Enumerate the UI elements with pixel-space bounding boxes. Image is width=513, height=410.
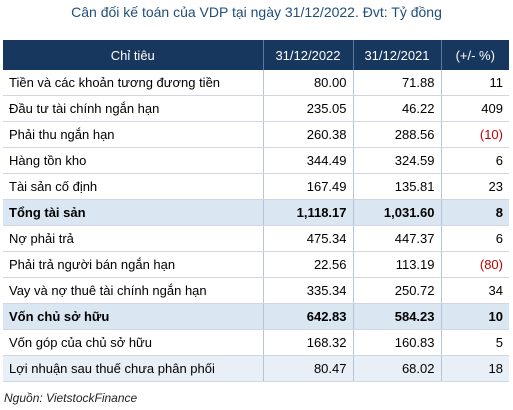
value-2021: 46.22 <box>353 95 442 122</box>
change-percent: 6 <box>441 147 509 174</box>
change-percent: 409 <box>441 95 509 122</box>
row-label: Lợi nhuận sau thuế chưa phân phối <box>3 355 264 382</box>
value-2021: 447.37 <box>353 225 442 252</box>
balance-sheet-table: Chỉ tiêu 31/12/2022 31/12/2021 (+/- %) T… <box>3 40 509 382</box>
table-row: Tiền và các khoản tương đương tiền 80.00… <box>3 70 509 96</box>
change-percent: (10) <box>441 121 509 148</box>
table-row: Nợ phải trả 475.34 447.37 6 <box>3 225 509 252</box>
change-percent: 10 <box>441 303 509 330</box>
value-2021: 160.83 <box>353 329 442 356</box>
table-row: Lợi nhuận sau thuế chưa phân phối 80.47 … <box>3 355 509 382</box>
source-note: Nguồn: VietstockFinance <box>4 391 138 405</box>
value-2022: 80.00 <box>263 70 354 96</box>
change-percent: 34 <box>441 277 509 304</box>
row-label: Tài sản cố định <box>3 173 264 200</box>
value-2022: 475.34 <box>263 225 354 252</box>
total-row: Tổng tài sản 1,118.17 1,031.60 8 <box>3 199 509 226</box>
change-percent: 5 <box>441 329 509 356</box>
row-label: Đầu tư tài chính ngắn hạn <box>3 95 264 122</box>
header-2021: 31/12/2021 <box>353 40 442 70</box>
value-2022: 260.38 <box>263 121 354 148</box>
value-2021: 113.19 <box>353 251 442 278</box>
row-label: Tổng tài sản <box>3 199 264 226</box>
table-title: Cân đối kế toán của VDP tại ngày 31/12/2… <box>71 4 442 20</box>
row-label: Vay và nợ thuê tài chính ngắn hạn <box>3 277 264 304</box>
header-change: (+/- %) <box>441 40 509 70</box>
value-2022: 167.49 <box>263 173 354 200</box>
table-row: Hàng tồn kho 344.49 324.59 6 <box>3 147 509 174</box>
table-row: Phải thu ngắn hạn 260.38 288.56 (10) <box>3 121 509 148</box>
row-label: Vốn góp của chủ sở hữu <box>3 329 264 356</box>
change-percent: 23 <box>441 173 509 200</box>
row-label: Nợ phải trả <box>3 225 264 252</box>
value-2022: 80.47 <box>263 355 354 382</box>
change-percent: 11 <box>441 70 509 96</box>
value-2021: 135.81 <box>353 173 442 200</box>
row-label: Vốn chủ sở hữu <box>3 303 264 330</box>
value-2021: 68.02 <box>353 355 442 382</box>
value-2021: 1,031.60 <box>353 199 442 226</box>
total-row: Vốn chủ sở hữu 642.83 584.23 10 <box>3 303 509 330</box>
change-percent: (80) <box>441 251 509 278</box>
header-indicator: Chỉ tiêu <box>3 40 264 70</box>
value-2021: 71.88 <box>353 70 442 96</box>
value-2021: 250.72 <box>353 277 442 304</box>
change-percent: 6 <box>441 225 509 252</box>
value-2022: 344.49 <box>263 147 354 174</box>
table-row: Phải trả người bán ngắn hạn 22.56 113.19… <box>3 251 509 278</box>
value-2021: 584.23 <box>353 303 442 330</box>
row-label: Phải trả người bán ngắn hạn <box>3 251 264 278</box>
value-2021: 288.56 <box>353 121 442 148</box>
row-label: Phải thu ngắn hạn <box>3 121 264 148</box>
value-2021: 324.59 <box>353 147 442 174</box>
table-header-row: Chỉ tiêu 31/12/2022 31/12/2021 (+/- %) <box>3 40 509 70</box>
row-label: Hàng tồn kho <box>3 147 264 174</box>
value-2022: 335.34 <box>263 277 354 304</box>
row-label: Tiền và các khoản tương đương tiền <box>3 70 264 96</box>
value-2022: 168.32 <box>263 329 354 356</box>
header-2022: 31/12/2022 <box>263 40 354 70</box>
value-2022: 642.83 <box>263 303 354 330</box>
table-row: Vay và nợ thuê tài chính ngắn hạn 335.34… <box>3 277 509 304</box>
table-row: Đầu tư tài chính ngắn hạn 235.05 46.22 4… <box>3 95 509 122</box>
table-row: Vốn góp của chủ sở hữu 168.32 160.83 5 <box>3 329 509 356</box>
value-2022: 1,118.17 <box>263 199 354 226</box>
value-2022: 235.05 <box>263 95 354 122</box>
table-row: Tài sản cố định 167.49 135.81 23 <box>3 173 509 200</box>
change-percent: 18 <box>441 355 509 382</box>
change-percent: 8 <box>441 199 509 226</box>
value-2022: 22.56 <box>263 251 354 278</box>
